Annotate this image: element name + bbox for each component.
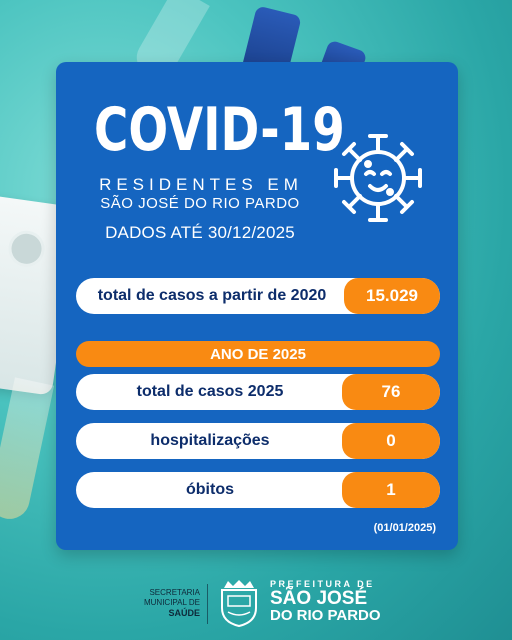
total-cases-row: total de casos a partir de 2020 15.029 [76, 278, 440, 314]
subtitle-residents: RESIDENTES EM [99, 175, 303, 194]
municipal-crest-icon [221, 580, 257, 628]
total-cases-label: total de casos a partir de 2020 [97, 287, 327, 304]
stat-label: hospitalizações [150, 432, 270, 449]
stat-label: total de casos 2025 [136, 383, 284, 400]
virus-icon [334, 134, 422, 222]
stat-row-cases-2025: total de casos 2025 76 [76, 374, 440, 410]
secretariat-line: SAÚDE [168, 608, 200, 618]
secretariat-line: MUNICIPAL DE [143, 598, 200, 607]
background-sample-tube [0, 377, 55, 523]
stat-value: 76 [342, 374, 440, 410]
stat-row-hospitalizations: hospitalizações 0 [76, 423, 440, 459]
city-hall-line: SÃO JOSÉ [270, 588, 368, 609]
city-hall-line: DO RIO PARDO [270, 607, 381, 624]
footnote-date: (01/01/2025) [373, 522, 436, 534]
total-cases-value: 15.029 [344, 278, 440, 314]
stat-label: óbitos [186, 481, 234, 498]
stat-value: 1 [342, 472, 440, 508]
stat-value: 0 [342, 423, 440, 459]
city-hall-line: PREFEITURA DE [270, 579, 375, 589]
data-date: DADOS ATÉ 30/12/2025 [105, 223, 295, 242]
city-hall-logo: PREFEITURA DE SÃO JOSÉ DO RIO PARDO [270, 579, 381, 624]
stat-row-deaths: óbitos 1 [76, 472, 440, 508]
year-header: ANO DE 2025 [76, 341, 440, 367]
info-card: COVID-19 RESIDENTES EM SÃO JOSÉ DO RIO P… [56, 62, 458, 550]
health-secretariat-label: SECRETARIA MUNICIPAL DE SAÚDE [112, 588, 200, 618]
page-title: COVID-19 [94, 95, 345, 165]
subtitle-city: SÃO JOSÉ DO RIO PARDO [100, 195, 300, 212]
footer-divider [207, 584, 208, 624]
secretariat-line: SECRETARIA [149, 588, 200, 597]
